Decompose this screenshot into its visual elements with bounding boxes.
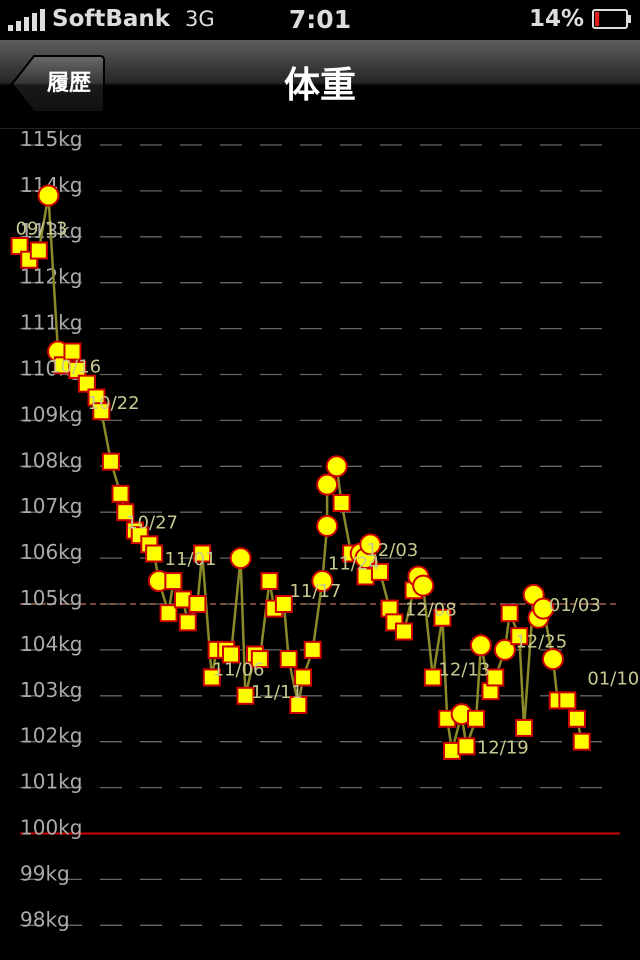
data-point-square xyxy=(567,709,586,728)
series-line xyxy=(18,195,584,752)
back-button[interactable]: 履歴 xyxy=(10,54,106,114)
date-label: 10/22 xyxy=(88,393,140,414)
data-point-square xyxy=(63,342,82,361)
data-point-square xyxy=(77,374,96,393)
status-bar: SoftBank 3G 7:01 14% xyxy=(0,0,640,40)
data-point-square xyxy=(289,695,308,714)
data-point-circle xyxy=(316,473,339,496)
y-tick-label: 103kg xyxy=(20,678,82,702)
data-point-square xyxy=(193,544,212,563)
y-tick-label: 109kg xyxy=(20,402,82,426)
date-label: 01/10 xyxy=(587,668,639,689)
data-point-square xyxy=(260,572,279,591)
date-label: 12/13 xyxy=(438,659,490,680)
data-point-square xyxy=(101,452,120,471)
data-point-square xyxy=(433,608,452,627)
data-point-square xyxy=(92,402,111,421)
y-tick-label: 100kg xyxy=(20,816,82,840)
date-label: 01/03 xyxy=(549,595,601,616)
back-button-label: 履歴 xyxy=(46,71,91,96)
data-point-circle xyxy=(469,634,492,657)
y-tick-label: 105kg xyxy=(20,586,82,610)
data-point-circle xyxy=(229,547,252,570)
data-point-circle xyxy=(493,638,516,661)
y-tick-label: 99kg xyxy=(20,861,70,885)
navigation-bar xyxy=(0,40,640,129)
data-point-square xyxy=(116,503,135,522)
data-point-square xyxy=(236,686,255,705)
date-label: 11/06 xyxy=(213,659,265,680)
data-point-square xyxy=(515,718,534,737)
date-label: 11/11 xyxy=(251,682,303,703)
data-point-square xyxy=(332,494,351,513)
data-point-square xyxy=(486,668,505,687)
data-point-square xyxy=(467,709,486,728)
data-point-square xyxy=(222,645,241,664)
y-tick-label: 108kg xyxy=(20,448,82,472)
data-point-circle xyxy=(541,648,564,671)
data-point-square xyxy=(111,484,130,503)
y-tick-label: 115kg xyxy=(20,128,82,151)
data-point-circle xyxy=(325,455,348,478)
battery-percent: 14% xyxy=(528,6,584,32)
date-label: 10/16 xyxy=(49,356,101,377)
network-type: 3G xyxy=(185,7,215,31)
data-point-square xyxy=(202,668,221,687)
data-point-square xyxy=(274,595,293,613)
y-tick-label: 111kg xyxy=(20,311,82,335)
data-point-square xyxy=(68,360,87,379)
data-point-square xyxy=(159,604,178,623)
data-point-circle xyxy=(359,533,382,556)
data-point-square xyxy=(303,640,322,659)
data-point-square xyxy=(250,650,269,669)
weight-chart: 115kg114kg113kg112kg111kg110kg109kg108kg… xyxy=(10,128,640,931)
date-label: 11/01 xyxy=(165,549,217,570)
data-point-square xyxy=(294,668,313,687)
data-point-square xyxy=(188,595,207,613)
data-point-square xyxy=(500,604,519,623)
page-title: 体重 xyxy=(283,65,356,106)
date-label: 11/24 xyxy=(328,554,380,575)
data-point-square xyxy=(370,562,389,581)
battery-icon xyxy=(592,9,631,29)
y-tick-label: 101kg xyxy=(20,770,82,794)
y-tick-label: 107kg xyxy=(20,494,82,518)
carrier-name: SoftBank xyxy=(52,6,171,32)
data-point-circle xyxy=(311,570,334,593)
date-label: 10/27 xyxy=(126,512,178,533)
data-point-square xyxy=(164,572,183,591)
data-point-square xyxy=(558,691,577,710)
markers-layer xyxy=(10,184,591,760)
date-label: 12/03 xyxy=(366,540,418,561)
y-tick-label: 102kg xyxy=(20,724,82,748)
data-point-square xyxy=(279,650,298,669)
data-point-square xyxy=(572,732,591,751)
data-point-square xyxy=(10,236,29,255)
y-tick-label: 106kg xyxy=(20,540,82,564)
back-button-shape xyxy=(10,55,105,113)
data-point-square xyxy=(457,737,476,756)
y-tick-label: 98kg xyxy=(20,907,70,931)
data-point-square xyxy=(145,544,164,563)
grid-layer xyxy=(20,144,620,926)
data-point-square xyxy=(423,668,442,687)
data-point-square xyxy=(29,241,48,260)
data-point-square xyxy=(394,622,413,641)
data-point-circle xyxy=(532,597,555,620)
date-label: 12/25 xyxy=(515,632,567,653)
signal-bars-icon xyxy=(8,9,45,31)
data-point-circle xyxy=(316,514,339,537)
data-point-circle xyxy=(412,574,435,597)
series-layer xyxy=(18,195,584,752)
data-point-square xyxy=(510,627,529,646)
date-label: 09/13 xyxy=(16,219,68,240)
status-time: 7:01 xyxy=(288,5,352,34)
date-label: 11/17 xyxy=(289,581,341,602)
data-point-circle xyxy=(37,184,60,207)
date-label: 12/19 xyxy=(477,737,529,758)
data-point-square xyxy=(178,613,197,632)
date-label: 12/08 xyxy=(405,600,457,621)
y-tick-label: 104kg xyxy=(20,632,82,656)
